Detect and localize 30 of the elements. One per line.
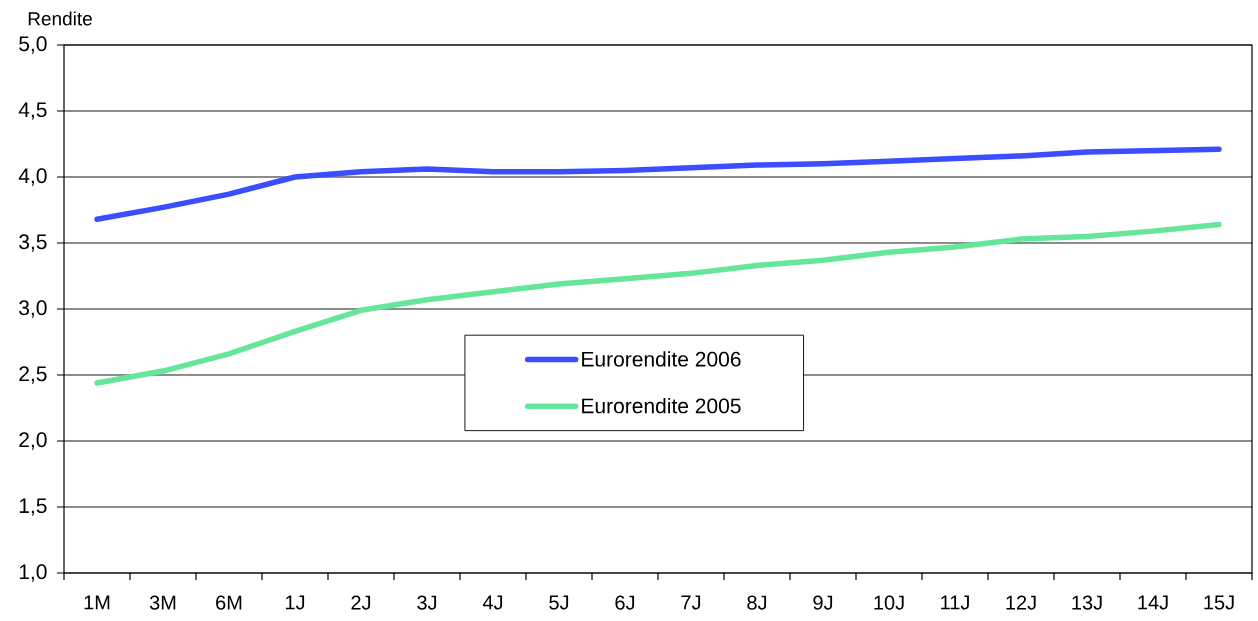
- legend-label: Eurorendite 2005: [582, 397, 741, 414]
- x-tick-label: 4J: [482, 595, 503, 610]
- x-tick-label: 11J: [941, 595, 969, 610]
- x-tick-label: 14J: [1138, 595, 1168, 610]
- x-tick-label: 8J: [747, 595, 767, 610]
- legend-label: Eurorendite 2006: [582, 351, 741, 367]
- x-tick-label: 12J: [1006, 595, 1036, 610]
- y-axis-title: Rendite: [28, 11, 92, 26]
- x-tick-label: 3J: [417, 595, 437, 610]
- x-tick-label: 6M: [216, 595, 242, 610]
- y-tick-label: 3,0: [19, 300, 47, 318]
- x-tick-label: 13J: [1072, 595, 1102, 610]
- x-tick-label: 6J: [615, 595, 635, 610]
- y-tick-label: 2,5: [19, 366, 47, 384]
- y-tick-label: 1,5: [19, 498, 47, 516]
- x-tick-label: 10J: [874, 595, 904, 610]
- y-tick-label: 1,0: [19, 564, 47, 582]
- y-tick-label: 4,0: [18, 168, 47, 186]
- x-tick-label: 1J: [285, 595, 305, 610]
- x-tick-label: 5J: [549, 595, 569, 610]
- x-tick-label: 15J: [1204, 595, 1234, 610]
- x-tick-label: 2J: [351, 595, 371, 610]
- x-tick-label: 7J: [681, 595, 701, 610]
- y-tick-label: 3,5: [19, 234, 47, 252]
- y-tick-label: 5,0: [19, 36, 47, 54]
- y-tick-label: 4,5: [18, 102, 47, 120]
- x-tick-label: 9J: [813, 595, 833, 610]
- y-tick-label: 2,0: [19, 432, 47, 450]
- x-tick-label: 1M: [84, 595, 110, 610]
- x-tick-label: 3M: [149, 595, 176, 610]
